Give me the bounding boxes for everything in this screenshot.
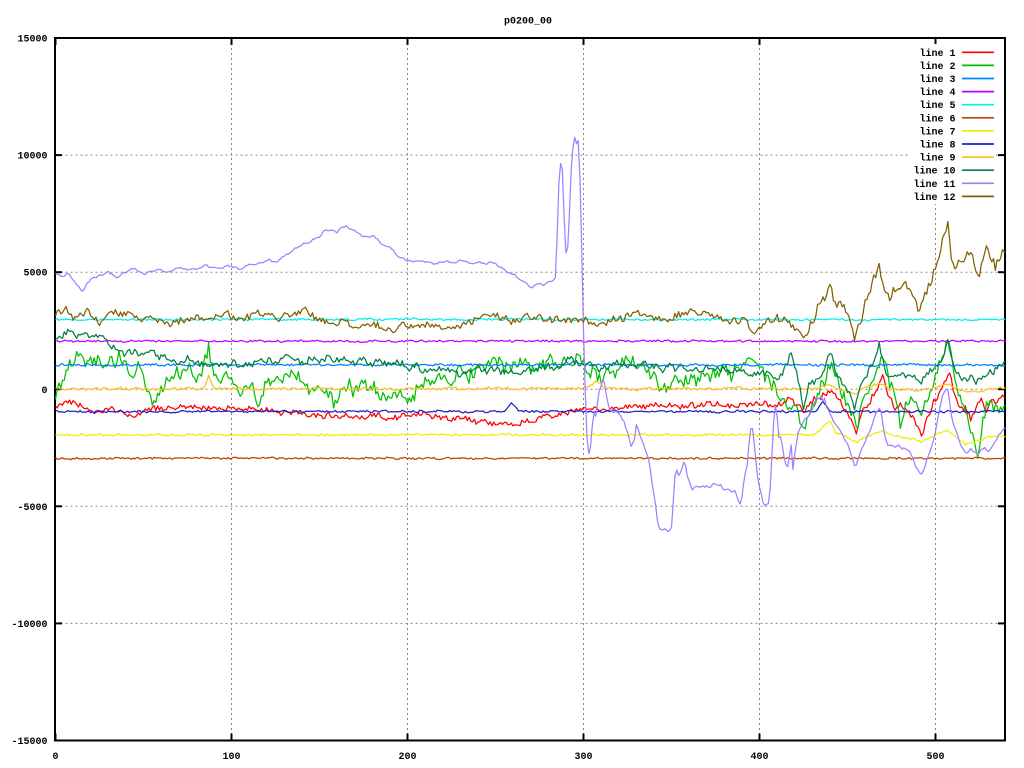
svg-text:300: 300 [574, 752, 592, 763]
svg-text:400: 400 [750, 752, 768, 763]
svg-text:15000: 15000 [17, 35, 47, 46]
svg-text:p0200_00: p0200_00 [504, 17, 552, 28]
svg-text:-5000: -5000 [17, 503, 47, 514]
svg-text:10000: 10000 [17, 152, 47, 163]
svg-text:line 6: line 6 [919, 113, 955, 125]
svg-text:5000: 5000 [23, 269, 47, 280]
svg-text:line 2: line 2 [919, 61, 955, 73]
svg-text:200: 200 [398, 752, 416, 763]
svg-text:0: 0 [52, 752, 58, 763]
svg-text:-10000: -10000 [11, 620, 47, 631]
svg-text:line 12: line 12 [913, 192, 955, 204]
svg-text:line 5: line 5 [919, 100, 955, 112]
svg-text:line 11: line 11 [913, 179, 955, 191]
svg-text:line 9: line 9 [919, 153, 955, 165]
svg-text:500: 500 [926, 752, 944, 763]
svg-text:line 3: line 3 [919, 74, 955, 86]
svg-text:0: 0 [41, 386, 47, 397]
svg-text:line 8: line 8 [919, 140, 955, 152]
svg-text:100: 100 [222, 752, 240, 763]
svg-text:line 4: line 4 [919, 87, 955, 99]
svg-text:line 1: line 1 [919, 48, 955, 60]
svg-text:-15000: -15000 [11, 737, 47, 748]
svg-text:line 10: line 10 [913, 166, 955, 178]
svg-text:line 7: line 7 [919, 126, 955, 138]
